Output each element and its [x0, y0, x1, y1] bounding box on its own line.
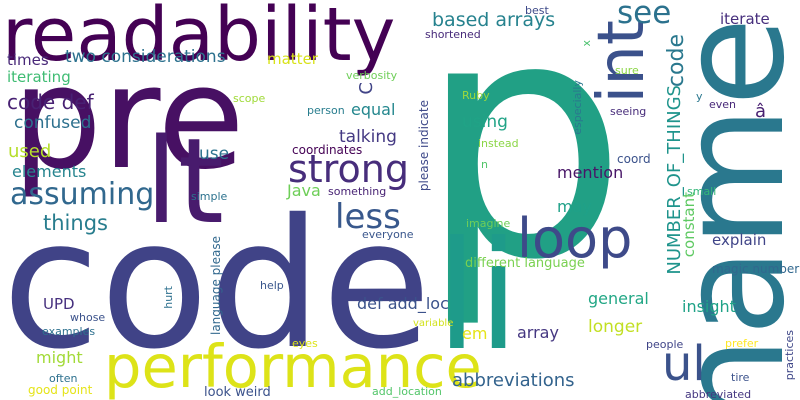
word-abbreviated: abbreviated	[685, 388, 752, 400]
word-especially: especially	[571, 80, 584, 135]
word-n: n	[481, 158, 488, 171]
word-li: li	[436, 210, 520, 384]
word-hurt: hurt	[162, 286, 175, 309]
word-code: code	[2, 181, 432, 388]
word-code-def: code def	[7, 90, 94, 114]
word-y: y	[696, 90, 703, 103]
word-something: something	[328, 185, 387, 198]
word-verbosity: verbosity	[346, 69, 398, 82]
word-int: int	[585, 20, 659, 104]
word-def-add-loc: def add_loc	[357, 294, 449, 313]
word-simple: simple	[191, 190, 228, 203]
word-add-location: add_location	[372, 385, 442, 398]
word-based-arrays: based arrays	[432, 9, 556, 31]
word-constant: constant	[680, 192, 698, 258]
word-used: used	[8, 141, 52, 162]
word-even: even	[709, 98, 737, 111]
word-eyes: eyes	[292, 337, 318, 350]
word-scope: scope	[233, 92, 266, 105]
word-whose: whose	[70, 311, 106, 324]
word-elements: elements	[12, 162, 87, 181]
word-strong: strong	[288, 147, 409, 191]
word-talking: talking	[339, 127, 397, 147]
word-ul: ul	[662, 336, 706, 392]
word-ruby: Ruby	[462, 89, 490, 102]
word-mention: mention	[557, 163, 624, 182]
word-explain: explain	[712, 231, 767, 249]
word-use: use	[199, 144, 230, 164]
word-code-small: code	[664, 34, 689, 88]
word-loop: loop	[517, 207, 633, 270]
word-times: times	[7, 51, 49, 69]
word-longer: longer	[588, 317, 643, 337]
word-c: C	[356, 82, 377, 95]
word-best: best	[525, 4, 549, 17]
word-x: x	[580, 40, 593, 47]
word-people: people	[646, 338, 684, 351]
word-general: general	[588, 289, 649, 308]
word-using: using	[462, 112, 508, 132]
word-everyone: everyone	[362, 228, 414, 241]
word-confused: confused	[14, 113, 92, 133]
word-tire: tire	[731, 371, 750, 384]
word-p: p	[418, 0, 628, 332]
word-matter: matter	[267, 50, 318, 68]
word-different-language: different language	[465, 256, 585, 271]
word-shortened: shortened	[425, 28, 481, 41]
word-a-circumflex: â	[755, 101, 767, 122]
word-instead: instead	[478, 137, 519, 150]
word-practices: practices	[783, 330, 796, 381]
word-may: may	[557, 197, 592, 216]
word-things: things	[43, 211, 108, 235]
word-see: see	[617, 0, 672, 31]
word-less: less	[335, 197, 401, 237]
word-prefer: prefer	[725, 337, 759, 350]
word-pre: pre	[12, 36, 245, 201]
word-equal: equal	[351, 100, 396, 119]
word-abbreviations: abbreviations	[452, 370, 575, 391]
word-insight: insight	[682, 297, 736, 316]
word-em: em	[462, 324, 488, 343]
word-sure: sure	[615, 64, 639, 77]
word-look-weird: look weird	[204, 385, 271, 400]
word-language-please: language please	[209, 236, 223, 336]
word-imagine: imagine	[466, 217, 511, 230]
word-java: Java	[287, 181, 321, 200]
word-performance: performance	[104, 332, 482, 400]
word-variable: variable	[413, 318, 454, 329]
word-seeing: seeing	[610, 105, 647, 118]
word-assuming: assuming	[10, 177, 155, 212]
word-coord: coord	[617, 152, 651, 166]
word-two-considerations: two considerations	[65, 47, 226, 67]
word-magic-number: magic number	[712, 262, 800, 276]
word-coordinates: coordinates	[292, 143, 363, 157]
word-lt: lt	[145, 112, 225, 250]
word-please-indicate: please indicate	[417, 100, 431, 192]
word-iterate: iterate	[720, 10, 770, 28]
word-might: might	[36, 348, 83, 367]
word-upd: UPD	[43, 295, 75, 313]
word-often: often	[49, 372, 78, 385]
word-person: person	[307, 104, 345, 117]
word-array: array	[517, 323, 559, 342]
word-readability: readability	[2, 0, 396, 78]
word-small: small	[687, 185, 717, 198]
word-iterating: iterating	[7, 68, 71, 86]
word-help: help	[260, 279, 284, 292]
word-examples: examples	[42, 325, 96, 338]
word-good-point: good point	[28, 383, 93, 397]
